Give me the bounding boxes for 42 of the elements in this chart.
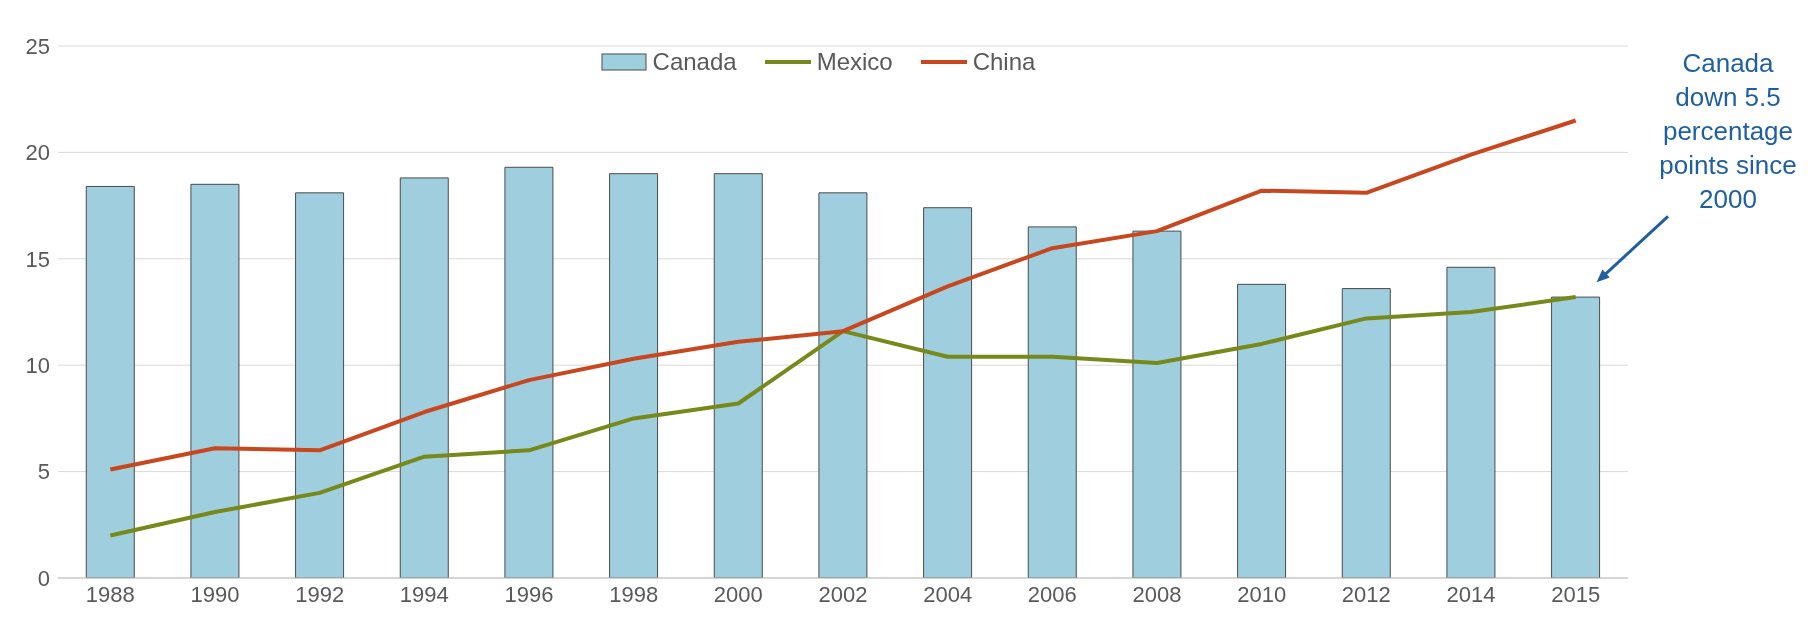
bar: [923, 207, 973, 578]
text: Canada down 5.5 percentage points since 2000: [1658, 47, 1798, 217]
bar: [818, 192, 868, 578]
legend-label: Canada: [652, 48, 737, 76]
x-tick-label: 1990: [190, 581, 240, 607]
bar: [504, 166, 554, 578]
legend-label: China: [972, 48, 1036, 76]
line-series: [108, 295, 1578, 538]
bar: [295, 192, 345, 578]
bar: [1132, 230, 1182, 578]
x-tick-label: 1992: [295, 581, 345, 607]
bar: [399, 177, 449, 578]
bar: [1446, 266, 1496, 578]
x-tick-label: 2014: [1446, 581, 1496, 607]
x-tick-label: 2010: [1237, 581, 1287, 607]
y-tick-label: 0: [37, 565, 50, 591]
y-tick-label: 25: [25, 33, 50, 59]
x-tick-label: 2004: [923, 581, 973, 607]
bar: [713, 173, 763, 578]
x-tick-label: 1994: [399, 581, 449, 607]
line-series: [108, 118, 1578, 472]
x-tick-label: 2006: [1027, 581, 1077, 607]
bar: [1237, 283, 1287, 578]
bar: [85, 185, 135, 578]
y-tick-label: 15: [25, 246, 50, 272]
x-tick-label: 2015: [1551, 581, 1601, 607]
x-tick-label: 2012: [1341, 581, 1391, 607]
x-tick-label: 1988: [85, 581, 135, 607]
bar: [1551, 296, 1601, 578]
x-tick-label: 1998: [609, 581, 659, 607]
x-tick-label: 2000: [713, 581, 763, 607]
bar: [609, 173, 659, 578]
bar: [1027, 226, 1077, 578]
x-tick-label: 2002: [818, 581, 868, 607]
x-tick-label: 1996: [504, 581, 554, 607]
y-tick-label: 5: [37, 459, 50, 485]
y-tick-label: 10: [25, 353, 50, 379]
y-tick-label: 20: [25, 140, 50, 166]
bar: [1341, 288, 1391, 578]
x-tick-label: 2008: [1132, 581, 1182, 607]
legend-label: Mexico: [816, 48, 893, 76]
bar: [190, 183, 240, 578]
